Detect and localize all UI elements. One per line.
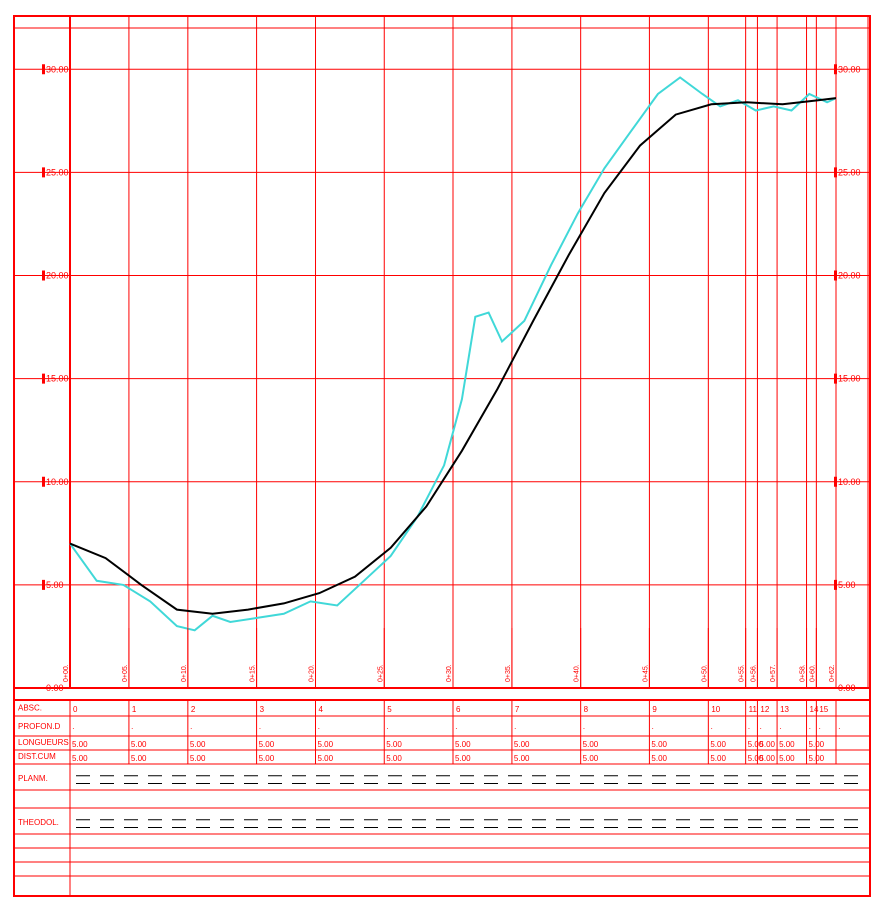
svg-text:·: · <box>190 724 193 733</box>
station-label: 0+10. <box>181 664 188 682</box>
svg-text:5.00: 5.00 <box>759 754 775 763</box>
svg-text:5.00: 5.00 <box>190 740 206 749</box>
svg-text:5.00: 5.00 <box>72 754 88 763</box>
station-label: 0+58. <box>800 664 807 682</box>
svg-text:15: 15 <box>819 705 828 714</box>
y-label-left: 10.00 <box>46 477 69 487</box>
svg-text:·: · <box>455 724 458 733</box>
svg-text:5.00: 5.00 <box>583 740 599 749</box>
svg-text:·: · <box>779 724 782 733</box>
svg-text:5.00: 5.00 <box>455 740 471 749</box>
svg-text:2: 2 <box>191 705 196 714</box>
y-label-right: 5.00 <box>838 580 856 590</box>
svg-text:5.00: 5.00 <box>259 740 275 749</box>
table-row-label: THEODOL. <box>18 818 59 827</box>
y-label-right: 15.00 <box>838 374 861 384</box>
svg-text:·: · <box>759 724 762 733</box>
svg-text:4: 4 <box>319 705 324 714</box>
svg-text:·: · <box>72 724 75 733</box>
svg-text:5.00: 5.00 <box>779 754 795 763</box>
station-label: 0+00. <box>63 664 70 682</box>
svg-text:9: 9 <box>652 705 657 714</box>
station-label: 0+56. <box>750 664 757 682</box>
svg-text:5.00: 5.00 <box>514 754 530 763</box>
station-label: 0+15. <box>250 664 257 682</box>
table-row-label: DIST.CUM <box>18 752 56 761</box>
station-label: 0+35. <box>505 664 512 682</box>
station-label: 0+40. <box>574 664 581 682</box>
svg-text:5.00: 5.00 <box>131 754 147 763</box>
station-label: 0+60. <box>809 664 816 682</box>
y-label-right: 10.00 <box>838 477 861 487</box>
svg-text:5.00: 5.00 <box>72 740 88 749</box>
y-label-left: 20.00 <box>46 271 69 281</box>
svg-text:6: 6 <box>456 705 461 714</box>
svg-text:5.00: 5.00 <box>131 740 147 749</box>
svg-text:·: · <box>514 724 517 733</box>
svg-text:12: 12 <box>760 705 769 714</box>
svg-text:5.00: 5.00 <box>583 754 599 763</box>
svg-text:13: 13 <box>780 705 789 714</box>
svg-text:·: · <box>818 724 821 733</box>
y-label-right: 20.00 <box>838 271 861 281</box>
svg-text:5.00: 5.00 <box>809 754 825 763</box>
svg-text:5.00: 5.00 <box>455 754 471 763</box>
chart-svg: 0.000.005.005.0010.0010.0015.0015.0020.0… <box>0 0 883 912</box>
svg-text:·: · <box>748 724 751 733</box>
y-label-left: 30.00 <box>46 64 69 74</box>
svg-text:·: · <box>809 724 812 733</box>
svg-text:0: 0 <box>73 705 78 714</box>
svg-text:5.00: 5.00 <box>651 754 667 763</box>
svg-text:1: 1 <box>132 705 137 714</box>
y-label-left: 15.00 <box>46 374 69 384</box>
svg-text:5.00: 5.00 <box>386 754 402 763</box>
svg-text:5.00: 5.00 <box>779 740 795 749</box>
svg-text:7: 7 <box>515 705 520 714</box>
svg-text:10: 10 <box>711 705 720 714</box>
svg-text:·: · <box>259 724 262 733</box>
table-row-label: PLANM. <box>18 774 48 783</box>
y-label-left: 5.00 <box>46 580 64 590</box>
station-label: 0+50. <box>701 664 708 682</box>
svg-text:·: · <box>583 724 586 733</box>
svg-text:5.00: 5.00 <box>759 740 775 749</box>
svg-text:5.00: 5.00 <box>386 740 402 749</box>
station-label: 0+30. <box>446 664 453 682</box>
y-label-right: 25.00 <box>838 167 861 177</box>
station-label: 0+20. <box>309 664 316 682</box>
table-row-label: ABSC. <box>18 703 42 712</box>
svg-text:5.00: 5.00 <box>318 740 334 749</box>
svg-text:·: · <box>386 724 389 733</box>
station-label: 0+45. <box>642 664 649 682</box>
svg-text:5.00: 5.00 <box>710 754 726 763</box>
svg-text:·: · <box>318 724 321 733</box>
y-label-left: 25.00 <box>46 167 69 177</box>
svg-text:·: · <box>651 724 654 733</box>
svg-text:5.00: 5.00 <box>318 754 334 763</box>
table-row-label: LONGUEURS <box>18 738 69 747</box>
svg-text:11: 11 <box>749 705 758 714</box>
svg-text:5.00: 5.00 <box>651 740 667 749</box>
svg-text:5: 5 <box>387 705 392 714</box>
svg-text:·: · <box>131 724 134 733</box>
svg-text:5.00: 5.00 <box>809 740 825 749</box>
table-row-label: PROFON.D <box>18 722 60 731</box>
svg-text:5.00: 5.00 <box>514 740 530 749</box>
station-label: 0+62. <box>829 664 836 682</box>
svg-text:5.00: 5.00 <box>259 754 275 763</box>
chart-container: 0.000.005.005.0010.0010.0015.0015.0020.0… <box>0 0 883 912</box>
svg-text:8: 8 <box>584 705 589 714</box>
svg-text:5.00: 5.00 <box>710 740 726 749</box>
svg-text:·: · <box>710 724 713 733</box>
y-label-right: 30.00 <box>838 64 861 74</box>
svg-text:3: 3 <box>260 705 265 714</box>
svg-text:5.00: 5.00 <box>190 754 206 763</box>
svg-text:14: 14 <box>810 705 819 714</box>
station-label: 0+05. <box>122 664 129 682</box>
svg-text:·: · <box>838 724 841 733</box>
station-label: 0+55. <box>739 664 746 682</box>
station-label: 0+25. <box>377 664 384 682</box>
station-label: 0+57. <box>770 664 777 682</box>
